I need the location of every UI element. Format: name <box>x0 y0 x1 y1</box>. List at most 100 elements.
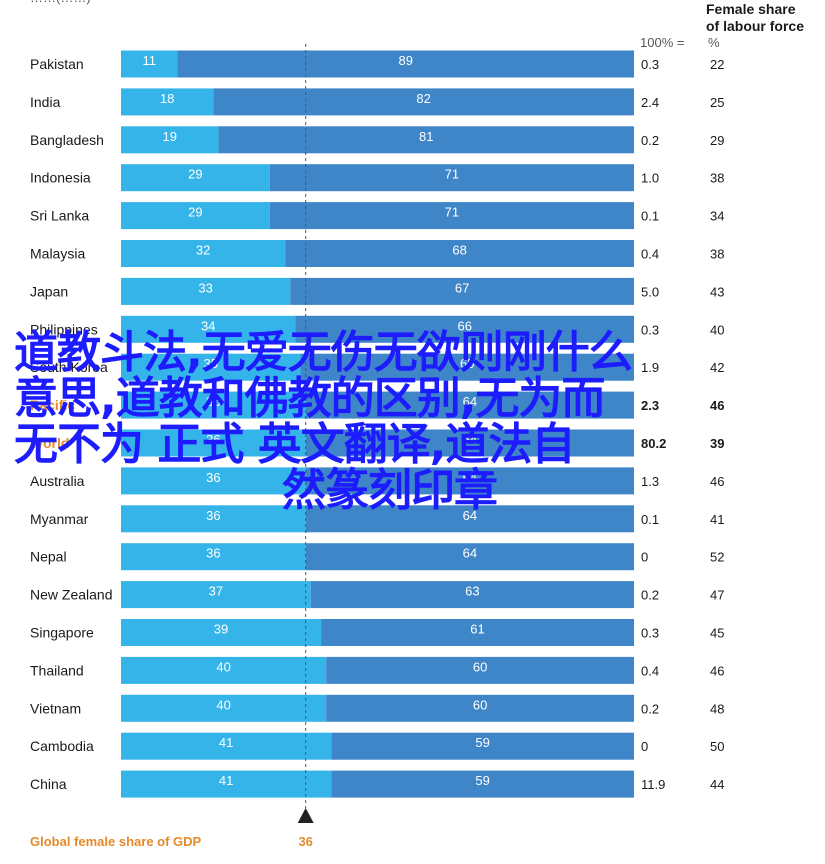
country-label: Nepal <box>30 549 67 565</box>
bar-segment-light <box>121 581 311 609</box>
gdp-marker-triangle <box>297 808 314 823</box>
bar-value-dark: 60 <box>473 697 487 712</box>
x100-value: 5.0 <box>641 284 659 299</box>
female-share-value: 39 <box>710 436 724 451</box>
bar-value-light: 29 <box>188 205 202 220</box>
x100-header: 100% = <box>640 35 684 50</box>
bar-segment-dark <box>300 353 634 381</box>
bar-value-dark: 60 <box>473 659 487 674</box>
overlay-line-3: 无不为 正式 英文翻译,道法自 <box>14 419 575 470</box>
x100-value: 0 <box>641 739 648 754</box>
bar-segment-dark <box>326 694 634 722</box>
bar-value-light: 35 <box>204 356 218 371</box>
x100-value: 0.1 <box>641 209 659 224</box>
female-share-value: 52 <box>710 550 724 565</box>
bar-value-light: 33 <box>198 280 212 295</box>
female-share-value: 50 <box>710 739 724 754</box>
female-share-value: 44 <box>710 777 724 792</box>
female-share-value: 48 <box>710 701 724 716</box>
country-label: Sri Lanka <box>30 208 89 224</box>
country-label: Philippines <box>30 321 98 337</box>
female-share-value: 40 <box>710 322 724 337</box>
x100-value: 0.3 <box>641 57 659 72</box>
x100-value: 1.0 <box>641 171 659 186</box>
country-label: India <box>30 94 61 110</box>
bar-segment-light <box>121 353 301 381</box>
x100-value: 0.2 <box>641 588 659 603</box>
pct-header: % <box>708 35 720 50</box>
bar-value-light: 41 <box>219 735 233 750</box>
country-label: Malaysia <box>30 246 85 262</box>
country-label: Bangladesh <box>30 132 104 148</box>
country-label: Cambodia <box>30 738 94 754</box>
country-label: Myanmar <box>30 511 89 527</box>
bar-segment-light <box>121 391 306 419</box>
country-label: South Korea <box>30 359 108 375</box>
bar-value-dark: 64 <box>463 394 477 409</box>
female-share-value: 25 <box>710 95 724 110</box>
female-share-header-line2: of labour force <box>706 18 804 34</box>
bar-value-light: 39 <box>214 622 228 637</box>
bar-segment-dark <box>290 277 634 305</box>
bar-segment-light <box>121 50 178 78</box>
bar-value-light: 34 <box>201 318 215 333</box>
bar-segment-light <box>121 694 327 722</box>
bar-segment-light <box>121 315 296 343</box>
bar-segment-dark <box>305 467 634 495</box>
bar-segment-light <box>121 164 270 192</box>
x100-value: 0.3 <box>641 322 659 337</box>
country-label: Indonesia <box>30 170 91 186</box>
bar-segment-dark <box>213 88 634 116</box>
bar-segment-dark <box>305 429 634 457</box>
bar-segment-light <box>121 543 306 571</box>
bar-segment-dark <box>331 770 634 798</box>
country-label: Singapore <box>30 625 94 641</box>
x100-value: 2.4 <box>641 95 659 110</box>
bar-value-light: 36 <box>206 508 220 523</box>
female-share-value: 38 <box>710 247 724 262</box>
bar-value-light: 36 <box>206 432 220 447</box>
bar-segment-dark <box>218 126 634 154</box>
bar-segment-light <box>121 467 306 495</box>
bar-value-light: 18 <box>160 91 174 106</box>
bar-segment-dark <box>310 581 634 609</box>
female-share-value: 43 <box>710 284 724 299</box>
female-share-value: 34 <box>710 209 724 224</box>
country-label: New Zealand <box>30 587 113 603</box>
bar-segment-dark <box>305 391 634 419</box>
overlay-line-2: 意思,道教和佛教的区别,无为而 <box>14 373 605 424</box>
female-share-value: 22 <box>710 57 724 72</box>
bar-value-dark: 64 <box>463 508 477 523</box>
x100-value: 80.2 <box>641 436 666 451</box>
x100-value: 0 <box>641 550 648 565</box>
x100-value: 1.3 <box>641 474 659 489</box>
x100-value: 0.2 <box>641 701 659 716</box>
bar-value-dark: 59 <box>475 735 489 750</box>
bar-value-dark: 81 <box>419 129 433 144</box>
female-share-value: 47 <box>710 588 724 603</box>
bar-segment-light <box>121 88 214 116</box>
country-label: Pacific <box>30 397 75 413</box>
bar-value-light: 40 <box>216 659 230 674</box>
bar-value-light: 29 <box>188 167 202 182</box>
bar-value-dark: 64 <box>463 546 477 561</box>
country-label: Pakistan <box>30 56 84 72</box>
bar-segment-dark <box>285 240 634 267</box>
bar-segment-light <box>121 429 306 457</box>
bar-value-dark: 71 <box>445 205 459 220</box>
country-label: Australia <box>30 473 85 489</box>
female-share-value: 38 <box>710 171 724 186</box>
x100-value: 11.9 <box>641 777 665 792</box>
bar-value-light: 37 <box>209 584 223 599</box>
bar-segment-light <box>121 277 291 305</box>
bar-segment-dark <box>295 315 634 343</box>
x100-value: 0.2 <box>641 133 659 148</box>
bar-value-dark: 68 <box>452 243 466 258</box>
bar-value-light: 41 <box>219 773 233 788</box>
country-label: Vietnam <box>30 700 81 716</box>
bar-segment-light <box>121 240 286 267</box>
bar-segment-dark <box>305 505 634 533</box>
x100-value: 0.4 <box>641 663 659 678</box>
watermark-overlay-text: 道教斗法,无爱无伤无欲则刚什么 意思,道教和佛教的区别,无为而 无不为 正式 英… <box>14 330 814 514</box>
bar-segment-light <box>121 770 332 798</box>
